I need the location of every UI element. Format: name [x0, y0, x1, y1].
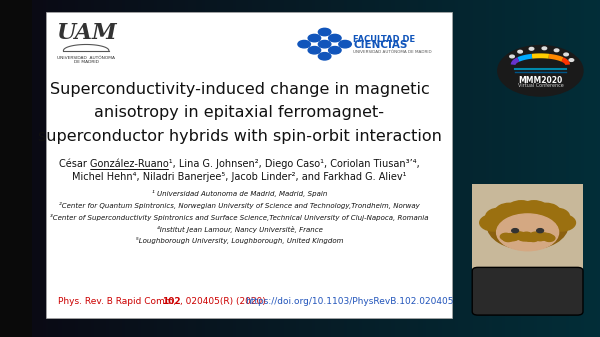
Circle shape: [518, 233, 530, 239]
Circle shape: [308, 47, 320, 54]
Circle shape: [541, 233, 553, 239]
Circle shape: [518, 50, 523, 53]
Circle shape: [564, 53, 568, 56]
Circle shape: [486, 208, 514, 225]
Circle shape: [554, 49, 559, 52]
Text: anisotropy in epitaxial ferromagnet-: anisotropy in epitaxial ferromagnet-: [94, 105, 385, 120]
Text: Phys. Rev. B Rapid Comm,: Phys. Rev. B Rapid Comm,: [58, 297, 179, 306]
Text: UAM: UAM: [56, 22, 116, 44]
Text: ³Center of Superconductivity Spintronics and Surface Science,Technical Universit: ³Center of Superconductivity Spintronics…: [50, 214, 429, 221]
Circle shape: [329, 47, 341, 54]
Text: DE MADRID: DE MADRID: [74, 60, 98, 64]
Circle shape: [507, 201, 535, 217]
Text: FACULTAD DE: FACULTAD DE: [353, 35, 415, 44]
Circle shape: [498, 45, 583, 96]
Circle shape: [512, 228, 518, 233]
Circle shape: [542, 47, 547, 50]
Circle shape: [505, 233, 516, 239]
Circle shape: [520, 201, 548, 217]
Circle shape: [503, 235, 514, 241]
Circle shape: [319, 40, 331, 48]
Circle shape: [480, 214, 508, 231]
FancyBboxPatch shape: [472, 184, 583, 312]
FancyBboxPatch shape: [472, 267, 583, 315]
Circle shape: [509, 233, 521, 239]
Text: ²Center for Quantum Spintronics, Norwegian University of Science and Technology,: ²Center for Quantum Spintronics, Norwegi…: [59, 202, 420, 209]
Circle shape: [329, 34, 341, 42]
Circle shape: [298, 40, 310, 48]
Text: https://doi.org/10.1103/PhysRevB.102.020405: https://doi.org/10.1103/PhysRevB.102.020…: [245, 297, 454, 306]
Circle shape: [537, 234, 548, 241]
Circle shape: [526, 232, 536, 239]
Circle shape: [517, 234, 527, 241]
Text: ¹ Universidad Autonoma de Madrid, Madrid, Spain: ¹ Universidad Autonoma de Madrid, Madrid…: [152, 190, 327, 197]
Text: Virtual Conference: Virtual Conference: [518, 84, 563, 88]
Text: Michel Hehn⁴, Niladri Banerjee⁵, Jacob Linder², and Farkhad G. Aliev¹: Michel Hehn⁴, Niladri Banerjee⁵, Jacob L…: [72, 172, 407, 182]
Text: UNIVERSIDAD  AUTÓNOMA: UNIVERSIDAD AUTÓNOMA: [57, 56, 115, 60]
Circle shape: [512, 235, 523, 242]
Circle shape: [496, 203, 523, 220]
Circle shape: [507, 234, 518, 241]
Text: CIENCIAS: CIENCIAS: [353, 40, 407, 51]
Circle shape: [569, 59, 574, 61]
Circle shape: [497, 214, 559, 251]
Circle shape: [542, 208, 569, 225]
Circle shape: [487, 202, 568, 249]
Circle shape: [319, 28, 331, 36]
Text: MMM2020: MMM2020: [518, 76, 563, 85]
Text: ⁴Institut Jean Lamour, Nancy Universitè, France: ⁴Institut Jean Lamour, Nancy Universitè,…: [157, 226, 322, 233]
Circle shape: [308, 34, 320, 42]
Circle shape: [510, 55, 514, 58]
Text: ⁵Loughborough University, Loughborough, United Kingdom: ⁵Loughborough University, Loughborough, …: [136, 238, 343, 244]
Circle shape: [530, 234, 541, 241]
Circle shape: [528, 233, 539, 240]
Circle shape: [514, 233, 525, 240]
Circle shape: [535, 232, 546, 239]
Circle shape: [548, 214, 575, 231]
Circle shape: [500, 232, 511, 239]
Circle shape: [339, 40, 352, 48]
Circle shape: [539, 234, 550, 240]
Circle shape: [544, 234, 555, 240]
Text: Superconductivity-induced change in magnetic: Superconductivity-induced change in magn…: [50, 82, 430, 97]
Circle shape: [532, 235, 544, 242]
Text: César González-Ruano¹, Lina G. Johnsen², Diego Caso¹, Coriolan Tiusan³’⁴,: César González-Ruano¹, Lina G. Johnsen²,…: [59, 158, 420, 169]
Text: superconductor hybrids with spin-orbit interaction: superconductor hybrids with spin-orbit i…: [38, 129, 442, 144]
Circle shape: [521, 233, 532, 240]
Text: , 020405(R) (2020): , 020405(R) (2020): [180, 297, 266, 306]
Text: UNIVERSIDAD AUTÓNOMA DE MADRID: UNIVERSIDAD AUTÓNOMA DE MADRID: [353, 50, 431, 54]
Circle shape: [529, 48, 534, 50]
Circle shape: [319, 53, 331, 60]
Circle shape: [523, 234, 535, 240]
Circle shape: [532, 203, 560, 220]
Circle shape: [536, 228, 544, 233]
Text: 102: 102: [161, 297, 180, 306]
FancyBboxPatch shape: [46, 12, 452, 318]
